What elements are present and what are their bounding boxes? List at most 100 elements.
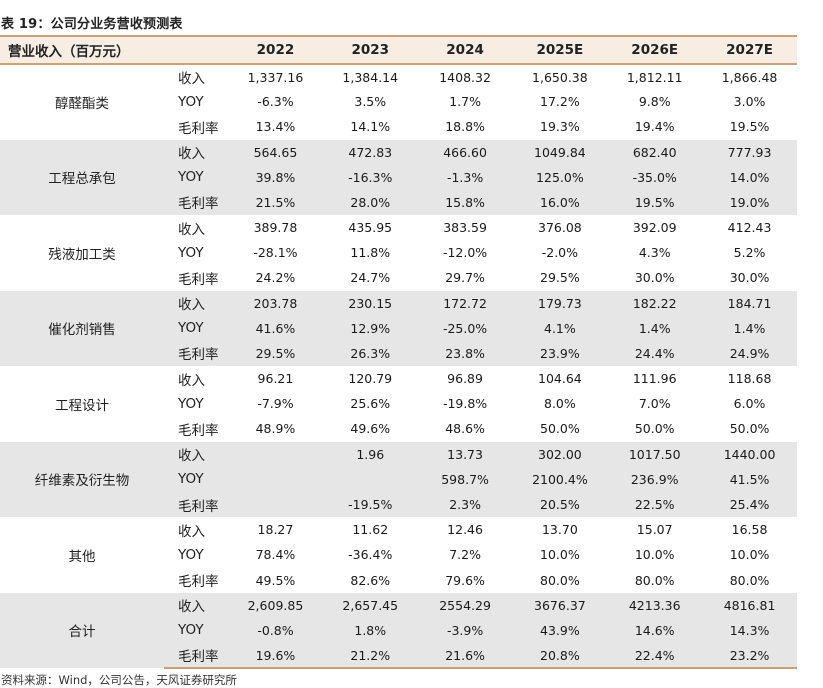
value-cell: 25.4% — [702, 491, 797, 518]
value-cell: 80.0% — [512, 567, 608, 593]
value-cell: 18.27 — [228, 517, 323, 543]
value-cell: 41.5% — [702, 466, 797, 492]
value-cell: 1,337.16 — [228, 64, 323, 90]
table-row: YOY -6.3% 3.5% 1.7% 17.2% 9.8% 3.0% — [0, 89, 797, 115]
value-cell: -0.8% — [228, 617, 323, 643]
value-cell: 78.4% — [228, 542, 323, 568]
value-cell: 11.8% — [322, 240, 418, 266]
value-cell: 10.0% — [512, 542, 608, 568]
value-cell: -7.9% — [228, 391, 323, 417]
value-cell: 23.8% — [417, 340, 513, 367]
value-cell: 3.0% — [702, 89, 797, 115]
value-cell: 11.62 — [322, 517, 418, 543]
metric-label: YOY — [164, 617, 229, 643]
metric-label: 收入 — [164, 64, 229, 90]
value-cell: 1,650.38 — [512, 64, 608, 90]
value-cell: 79.6% — [417, 567, 513, 593]
segment-name: 纤维素及衍生物 — [0, 441, 165, 518]
table-row: YOY -28.1% 11.8% -12.0% -2.0% 4.3% 5.2% — [0, 240, 797, 266]
segment-name: 工程总承包 — [0, 139, 165, 216]
value-cell: 23.2% — [702, 642, 797, 670]
value-cell: 302.00 — [512, 441, 608, 467]
value-cell: 39.8% — [228, 164, 323, 190]
table-row: 催化剂销售 收入 203.78 230.15 172.72 179.73 182.22 184… — [0, 290, 797, 367]
metric-label: 毛利率 — [164, 491, 229, 518]
segment-name: 其他 — [0, 517, 165, 593]
value-cell: 2.3% — [417, 491, 513, 518]
value-cell: 19.5% — [607, 189, 703, 216]
value-cell — [228, 491, 323, 518]
table-row: 工程总承包 收入 564.65 472.83 466.60 1049.84 682.40 77… — [0, 139, 797, 216]
value-cell: 3676.37 — [512, 592, 608, 618]
value-cell: 466.60 — [417, 139, 513, 165]
metric-label: 毛利率 — [164, 416, 229, 442]
table-body: 醇醛酯类 收入 1,337.16 1,384.14 1408.32 1,650.38 1,8… — [0, 64, 797, 670]
value-cell: 125.0% — [512, 164, 608, 190]
value-cell: 236.9% — [607, 466, 703, 492]
value-cell: 1,384.14 — [322, 64, 418, 90]
metric-label: 毛利率 — [164, 114, 229, 140]
value-cell: 389.78 — [228, 215, 323, 241]
value-cell: 19.3% — [512, 114, 608, 140]
metric-label: YOY — [164, 391, 229, 417]
metric-label: YOY — [164, 466, 229, 492]
value-cell: 472.83 — [322, 139, 418, 165]
value-cell: 18.8% — [417, 114, 513, 140]
table-row: 毛利率 49.5% 82.6% 79.6% 80.0% 80.0% 80.0% — [0, 567, 797, 593]
value-cell: 16.58 — [702, 517, 797, 543]
metric-label: YOY — [164, 542, 229, 568]
value-cell: 96.89 — [417, 366, 513, 392]
value-cell: 21.5% — [228, 189, 323, 216]
value-cell: 20.8% — [512, 642, 608, 670]
value-cell: 8.0% — [512, 391, 608, 417]
value-cell: 24.9% — [702, 340, 797, 367]
value-cell: 184.71 — [702, 290, 797, 316]
value-cell: 48.6% — [417, 416, 513, 442]
value-cell: 4213.36 — [607, 592, 703, 618]
value-cell: 376.08 — [512, 215, 608, 241]
metric-label: 收入 — [164, 441, 229, 467]
segment-name: 醇醛酯类 — [0, 64, 165, 140]
value-cell — [228, 441, 323, 467]
value-cell: 118.68 — [702, 366, 797, 392]
value-cell: 2100.4% — [512, 466, 608, 492]
value-cell: -1.3% — [417, 164, 513, 190]
metric-label: 毛利率 — [164, 265, 229, 291]
value-cell: 29.5% — [512, 265, 608, 291]
value-cell: 203.78 — [228, 290, 323, 316]
table-row: YOY -7.9% 25.6% -19.8% 8.0% 7.0% 6.0% — [0, 391, 797, 417]
table-row: 毛利率 29.5% 26.3% 23.8% 23.9% 24.4% 24.9% — [0, 340, 797, 367]
table-row: YOY -0.8% 1.8% -3.9% 43.9% 14.6% 14.3% — [0, 617, 797, 643]
value-cell: 24.2% — [228, 265, 323, 291]
table-row: 残液加工类 收入 389.78 435.95 383.59 376.08 392.09 412… — [0, 215, 797, 291]
value-cell: 15.07 — [607, 517, 703, 543]
value-cell: 4.3% — [607, 240, 703, 266]
value-cell: -16.3% — [322, 164, 418, 190]
value-cell: 13.73 — [417, 441, 513, 467]
metric-label: 毛利率 — [164, 340, 229, 367]
value-cell: 49.6% — [322, 416, 418, 442]
value-cell: 4816.81 — [702, 592, 797, 618]
year-header: 2024 — [417, 35, 513, 65]
metric-label: 毛利率 — [164, 567, 229, 593]
metric-label: YOY — [164, 240, 229, 266]
value-cell: 19.0% — [702, 189, 797, 216]
value-cell — [322, 466, 418, 492]
value-cell: 1017.50 — [607, 441, 703, 467]
value-cell: 1.7% — [417, 89, 513, 115]
value-cell: 230.15 — [322, 290, 418, 316]
value-cell: 172.72 — [417, 290, 513, 316]
revenue-forecast-table: 营业收入（百万元） 2022 2023 2024 2025E 2026E 202… — [0, 35, 797, 670]
value-cell: 777.93 — [702, 139, 797, 165]
table-header-row: 营业收入（百万元） 2022 2023 2024 2025E 2026E 202… — [0, 35, 797, 65]
metric-label: YOY — [164, 164, 229, 190]
value-cell: 19.6% — [228, 642, 323, 670]
value-cell: 6.0% — [702, 391, 797, 417]
segment-name: 残液加工类 — [0, 215, 165, 291]
value-cell: 19.5% — [702, 114, 797, 140]
year-header: 2023 — [322, 35, 418, 65]
table-row: 毛利率 48.9% 49.6% 48.6% 50.0% 50.0% 50.0% — [0, 416, 797, 442]
value-cell: 41.6% — [228, 315, 323, 341]
year-header: 2025E — [512, 35, 608, 65]
segment-name: 合计 — [0, 592, 165, 669]
